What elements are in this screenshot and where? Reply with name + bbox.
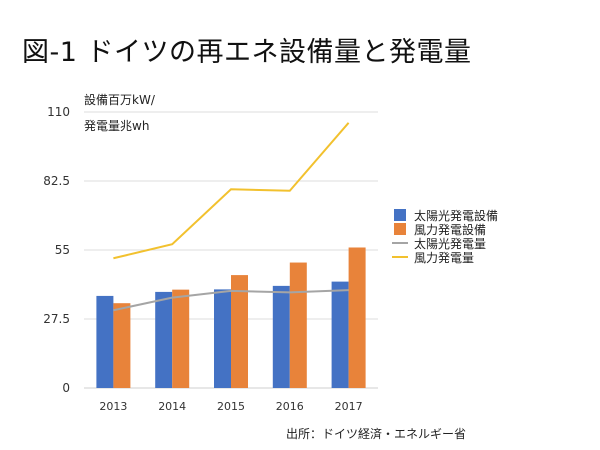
x-tick-label: 2016 [276, 400, 304, 413]
y-tick-label: 55 [55, 243, 70, 257]
chart-title: 図-1 ドイツの再エネ設備量と発電量 [22, 37, 472, 68]
bar-solar-capacity [272, 285, 290, 388]
bar-wind-capacity [231, 275, 248, 388]
source-note: 出所：ドイツ経済・エネルギー省 [286, 427, 467, 441]
legend-swatch [394, 223, 406, 235]
x-tick-label: 2017 [335, 400, 363, 413]
bar-solar-capacity [214, 289, 231, 388]
y-tick-label: 82.5 [43, 174, 70, 188]
bar-wind-capacity [113, 303, 131, 388]
y-axis-label-line2: 発電量兆wh [84, 119, 150, 133]
line-solar-generation [113, 289, 349, 312]
y-tick-label: 0 [62, 381, 70, 395]
bar-wind-capacity [172, 289, 190, 388]
legend-swatch [394, 209, 406, 221]
bar-wind-capacity [289, 262, 307, 388]
y-axis-label-line1: 設備百万kW/ [84, 93, 155, 107]
legend-label: 風力発電設備 [414, 222, 486, 237]
bar-solar-capacity [96, 295, 114, 388]
bar-solar-capacity [155, 291, 173, 388]
x-tick-label: 2015 [217, 400, 245, 413]
x-tick-label: 2013 [99, 400, 127, 413]
line-wind-generation [113, 122, 350, 260]
legend-label: 太陽光発電量 [414, 236, 486, 251]
y-tick-label: 27.5 [43, 312, 70, 326]
legend-label: 太陽光発電設備 [414, 208, 498, 223]
bar-solar-capacity [331, 281, 349, 388]
legend-label: 風力発電量 [414, 251, 474, 265]
y-tick-label: 110 [47, 105, 70, 119]
bar-wind-capacity [348, 247, 366, 388]
x-tick-label: 2014 [158, 400, 186, 413]
